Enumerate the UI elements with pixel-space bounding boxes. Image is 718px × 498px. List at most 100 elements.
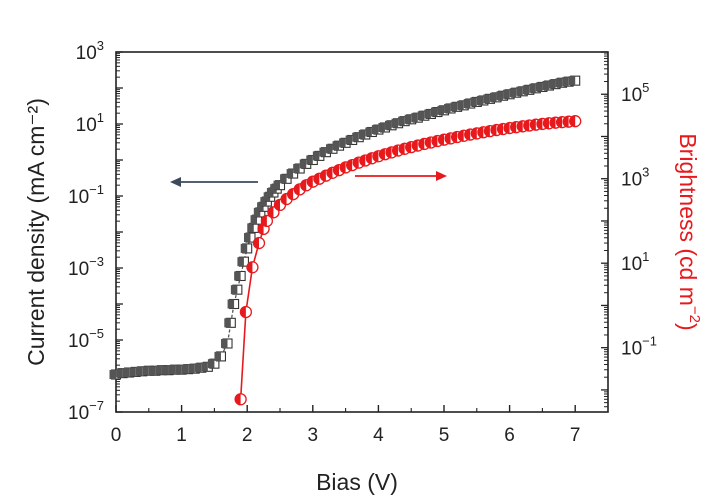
- x-tick-label: 0: [111, 425, 122, 446]
- marker-square-fill: [568, 76, 576, 86]
- marker-square-fill: [221, 338, 228, 348]
- marker-circle-fill: [412, 140, 418, 152]
- marker-square-fill: [562, 77, 569, 87]
- marker-circle-fill: [510, 121, 517, 133]
- right-tick-label: 10−1: [621, 334, 657, 360]
- marker-square-fill: [555, 78, 563, 88]
- marker-square-fill: [293, 164, 300, 174]
- right-axis-title: Brightness (cd m−2): [675, 133, 703, 330]
- current-density-point: [221, 338, 233, 349]
- marker-square-fill: [263, 192, 271, 202]
- x-tick-label: 6: [504, 425, 515, 446]
- marker-square-fill: [339, 138, 346, 148]
- brightness-point: [239, 305, 253, 319]
- marker-circle-fill: [366, 152, 372, 164]
- marker-square-fill: [230, 285, 238, 295]
- brightness-point: [252, 236, 266, 250]
- left-arrow-head: [170, 177, 181, 187]
- marker-square-fill: [227, 299, 235, 309]
- marker-circle-fill: [392, 145, 399, 157]
- marker-square-fill: [175, 365, 182, 375]
- marker-square-fill: [457, 100, 464, 110]
- current-density-point: [273, 180, 286, 191]
- right-tick-label: 101: [621, 249, 649, 275]
- current-density-point: [230, 284, 243, 295]
- marker-circle-fill: [340, 161, 346, 173]
- left-tick-label: 10−7: [68, 398, 104, 424]
- marker-circle-fill: [556, 116, 563, 128]
- marker-square-fill: [522, 85, 530, 95]
- marker-circle-fill: [569, 115, 576, 127]
- marker-circle-fill: [313, 173, 320, 185]
- marker-square-fill: [319, 147, 326, 157]
- marker-circle-fill: [359, 154, 366, 166]
- marker-square-fill: [496, 91, 504, 101]
- current-density-point: [207, 358, 220, 369]
- marker-square-fill: [181, 364, 189, 374]
- marker-square-fill: [411, 113, 418, 123]
- marker-circle-fill: [235, 393, 241, 405]
- marker-circle-fill: [490, 124, 497, 136]
- marker-circle-fill: [399, 143, 405, 155]
- marker-square-fill: [161, 365, 169, 375]
- marker-square-fill: [463, 99, 471, 109]
- left-tick-label: 10−5: [68, 326, 104, 352]
- marker-square-fill: [148, 366, 156, 376]
- marker-square-fill: [135, 366, 143, 376]
- marker-square-fill: [129, 367, 136, 377]
- marker-square-fill: [286, 169, 294, 179]
- marker-circle-fill: [326, 167, 333, 179]
- marker-square-fill: [325, 144, 333, 154]
- current-density-series: [109, 75, 581, 380]
- marker-circle-fill: [484, 125, 490, 137]
- marker-square-fill: [266, 188, 274, 198]
- marker-circle-fill: [294, 183, 300, 195]
- marker-square-fill: [437, 105, 444, 115]
- marker-circle-fill: [530, 119, 536, 131]
- axis-arrows: [170, 171, 447, 187]
- marker-circle-fill: [405, 141, 412, 153]
- marker-square-fill: [240, 243, 248, 253]
- brightness-point: [246, 261, 259, 274]
- current-density-point: [214, 351, 227, 362]
- marker-circle-fill: [372, 150, 379, 162]
- marker-circle-fill: [543, 117, 549, 129]
- current-density-point: [568, 75, 581, 86]
- current-density-point: [247, 222, 259, 233]
- marker-circle-fill: [307, 176, 313, 188]
- marker-square-fill: [542, 81, 549, 91]
- marker-square-fill: [450, 102, 458, 112]
- marker-square-fill: [280, 174, 287, 184]
- x-tick-label: 2: [242, 425, 253, 446]
- marker-circle-fill: [379, 148, 385, 160]
- marker-circle-fill: [451, 131, 458, 143]
- left-axis-title: Current density (mA cm⁻²): [23, 98, 49, 366]
- marker-circle-fill: [320, 170, 326, 182]
- x-tick-label: 7: [570, 425, 581, 446]
- marker-circle-fill: [471, 127, 477, 139]
- marker-square-fill: [142, 366, 149, 376]
- marker-square-fill: [224, 318, 231, 328]
- current-density-point: [227, 298, 240, 310]
- marker-square-fill: [378, 122, 385, 132]
- marker-square-fill: [352, 132, 359, 142]
- marker-square-fill: [253, 207, 261, 217]
- marker-square-fill: [234, 271, 241, 281]
- marker-circle-fill: [464, 129, 471, 141]
- plot-area-border: [115, 51, 609, 413]
- marker-square-fill: [250, 215, 258, 225]
- marker-square-fill: [430, 107, 438, 117]
- marker-square-fill: [332, 141, 340, 151]
- marker-circle-fill: [517, 120, 523, 132]
- x-tick-label: 4: [373, 425, 384, 446]
- marker-circle-fill: [477, 126, 484, 138]
- marker-square-fill: [270, 184, 277, 194]
- marker-square-fill: [201, 362, 208, 372]
- marker-circle-fill: [281, 193, 287, 205]
- marker-circle-fill: [253, 237, 260, 249]
- x-tick-label: 3: [308, 425, 319, 446]
- marker-square-fill: [207, 359, 215, 369]
- marker-circle-fill: [523, 119, 530, 131]
- current-density-point: [240, 243, 253, 254]
- marker-square-fill: [476, 95, 484, 105]
